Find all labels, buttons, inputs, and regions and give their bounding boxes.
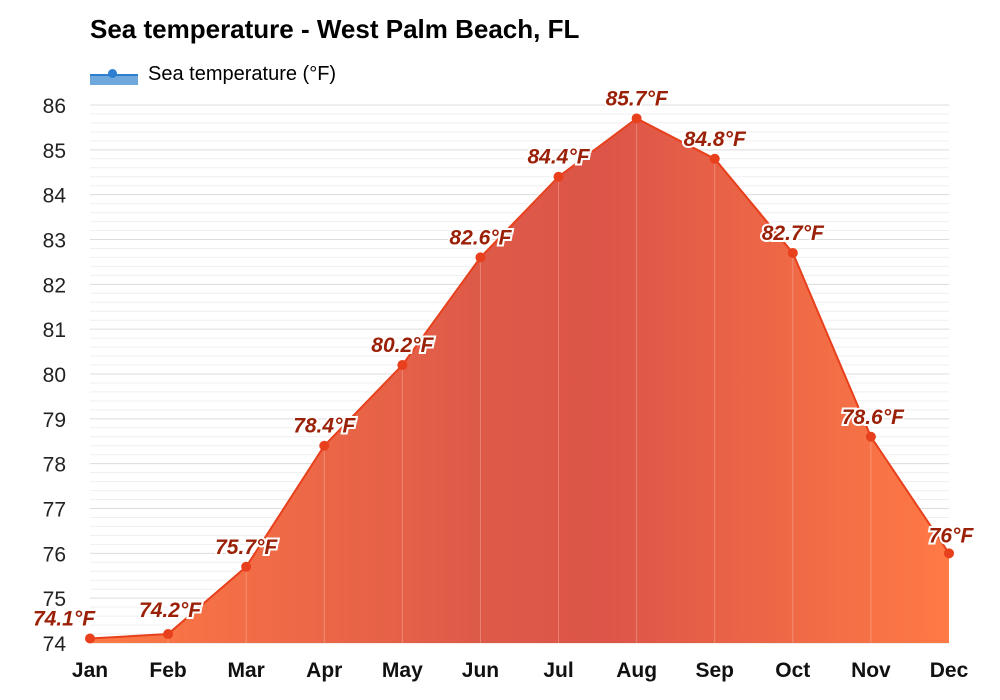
y-tick-label: 78 — [43, 454, 66, 477]
data-point-dec — [944, 548, 954, 559]
x-tick-label-oct: Oct — [775, 659, 810, 682]
x-tick-label-jun: Jun — [462, 659, 499, 682]
y-tick-label: 74 — [43, 633, 67, 656]
data-point-sep — [709, 153, 720, 164]
data-label-jul: 84.4°F — [527, 146, 590, 169]
data-label-may: 80.2°F — [371, 334, 434, 357]
x-tick-label-aug: Aug — [616, 659, 657, 682]
y-tick-label: 80 — [43, 364, 66, 387]
x-tick-label-jul: Jul — [543, 659, 573, 682]
y-tick-label: 79 — [43, 409, 66, 432]
y-tick-label: 81 — [43, 319, 66, 342]
x-tick-label-sep: Sep — [695, 659, 734, 682]
data-label-jan: 74.1°F — [33, 608, 96, 631]
y-tick-label: 86 — [43, 95, 66, 118]
legend[interactable]: Sea temperature (°F) — [90, 62, 336, 86]
data-label-oct: 82.7°F — [762, 222, 825, 245]
y-tick-label: 77 — [43, 499, 66, 522]
data-label-jun: 82.6°F — [449, 226, 512, 249]
x-tick-label-may: May — [382, 659, 423, 682]
data-point-nov — [865, 431, 876, 442]
x-tick-label-nov: Nov — [851, 659, 891, 682]
data-point-may — [397, 360, 408, 371]
data-label-sep: 84.8°F — [684, 128, 747, 151]
y-tick-label: 83 — [43, 230, 66, 253]
data-label-nov: 78.6°F — [842, 406, 905, 429]
y-tick-label: 84 — [43, 185, 67, 208]
chart-title: Sea temperature - West Palm Beach, FL — [90, 14, 580, 44]
month-dividers — [167, 118, 872, 643]
y-tick-label: 76 — [43, 543, 66, 566]
data-points — [85, 113, 954, 644]
legend-marker-icon — [90, 62, 138, 86]
data-label-aug: 85.7°F — [606, 87, 669, 110]
data-point-jul — [553, 171, 564, 182]
series-area — [90, 118, 949, 643]
data-label-mar: 75.7°F — [215, 536, 278, 559]
data-point-jan — [85, 633, 95, 644]
data-point-mar — [241, 561, 252, 572]
data-point-apr — [319, 440, 330, 451]
series-line-layer — [89, 117, 950, 640]
data-point-feb — [163, 629, 174, 640]
data-point-oct — [787, 247, 798, 258]
data-label-dec: 76°F — [929, 524, 975, 547]
x-tick-label-feb: Feb — [149, 659, 186, 682]
legend-label: Sea temperature (°F) — [148, 62, 337, 85]
data-point-aug — [631, 113, 642, 124]
y-tick-label: 75 — [43, 588, 66, 611]
data-labels: 74.1°F 74.2°F 75.7°F 78.4°F 80.2°F 82.6°F 84.4… — [31, 85, 977, 632]
data-label-apr: 78.4°F — [293, 415, 356, 438]
x-axis: Jan Feb Mar Apr May Jun Jul Aug Sep Oct Nov Dec — [72, 659, 969, 682]
x-tick-label-apr: Apr — [306, 659, 342, 682]
y-tick-label: 85 — [43, 140, 66, 163]
series-line — [89, 117, 950, 640]
data-point-jun — [475, 252, 486, 263]
data-label-feb: 74.2°F — [139, 599, 202, 622]
y-axis: 74 75 76 77 78 79 80 81 82 83 84 85 86 — [43, 95, 67, 656]
y-tick-label: 82 — [43, 274, 66, 297]
area-layer — [90, 118, 949, 643]
x-tick-label-jan: Jan — [72, 659, 108, 682]
x-tick-label-mar: Mar — [228, 659, 265, 682]
x-tick-label-dec: Dec — [930, 659, 969, 682]
